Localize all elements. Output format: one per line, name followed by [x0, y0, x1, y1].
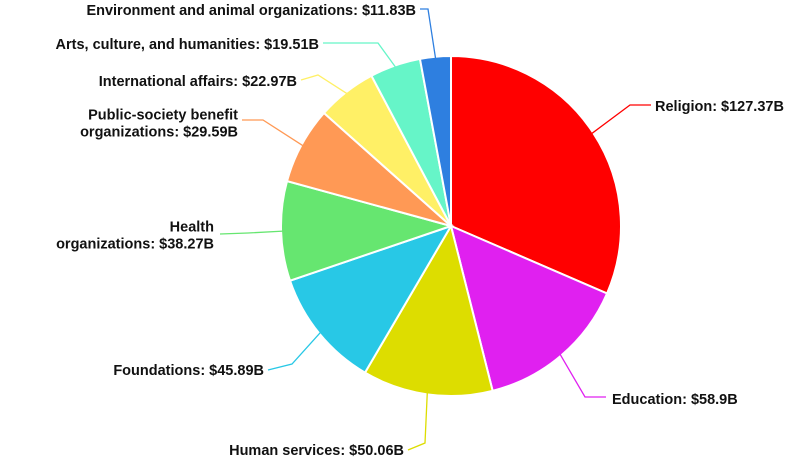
label-foundations: Foundations: $45.89B	[113, 363, 264, 379]
label-line-arts-culture-and-humanities-0: Arts, culture, and humanities: $19.51B	[56, 37, 320, 53]
leader-line-environment-and-animal-organizations	[420, 8, 437, 59]
label-line-environment-and-animal-organizations-0: Environment and animal organizations: $1…	[86, 3, 416, 19]
label-line-health-organizations-1: organizations: $38.27B	[56, 237, 214, 253]
leader-line-international-affairs	[300, 74, 348, 95]
leader-line-human-services	[407, 392, 428, 451]
label-line-foundations-0: Foundations: $45.89B	[113, 363, 264, 379]
pie-slices	[280, 54, 622, 397]
leader-line-arts-culture-and-humanities	[323, 42, 397, 68]
label-public-society-benefit-organizations: Public-society benefit organizations: $29…	[80, 108, 238, 141]
label-health-organizations: Health organizations: $38.27B	[56, 220, 214, 253]
label-environment-and-animal-organizations: Environment and animal organizations: $1…	[86, 3, 416, 19]
label-arts-culture-and-humanities: Arts, culture, and humanities: $19.51B	[56, 37, 320, 53]
label-human-services: Human services: $50.06B	[229, 443, 404, 458]
label-line-public-society-benefit-organizations-0: Public-society benefit	[88, 108, 238, 124]
leader-lines	[219, 8, 651, 451]
leader-line-religion	[591, 104, 651, 135]
slice-labels: Religion: $127.37B Education: $58.9B Human…	[56, 3, 784, 458]
leader-line-health-organizations	[219, 230, 284, 235]
label-line-religion-0: Religion: $127.37B	[655, 99, 784, 115]
label-education: Education: $58.9B	[612, 392, 738, 408]
label-religion: Religion: $127.37B	[655, 99, 784, 115]
leader-line-education	[559, 353, 606, 398]
label-line-public-society-benefit-organizations-1: organizations: $29.59B	[80, 125, 238, 141]
label-international-affairs: International affairs: $22.97B	[99, 74, 297, 90]
label-line-international-affairs-0: International affairs: $22.97B	[99, 74, 297, 90]
label-line-education-0: Education: $58.9B	[612, 392, 738, 408]
label-line-health-organizations-0: Health	[170, 220, 214, 236]
label-line-human-services-0: Human services: $50.06B	[229, 443, 404, 458]
leader-line-public-society-benefit-organizations	[242, 119, 304, 147]
leader-line-foundations	[267, 331, 322, 371]
